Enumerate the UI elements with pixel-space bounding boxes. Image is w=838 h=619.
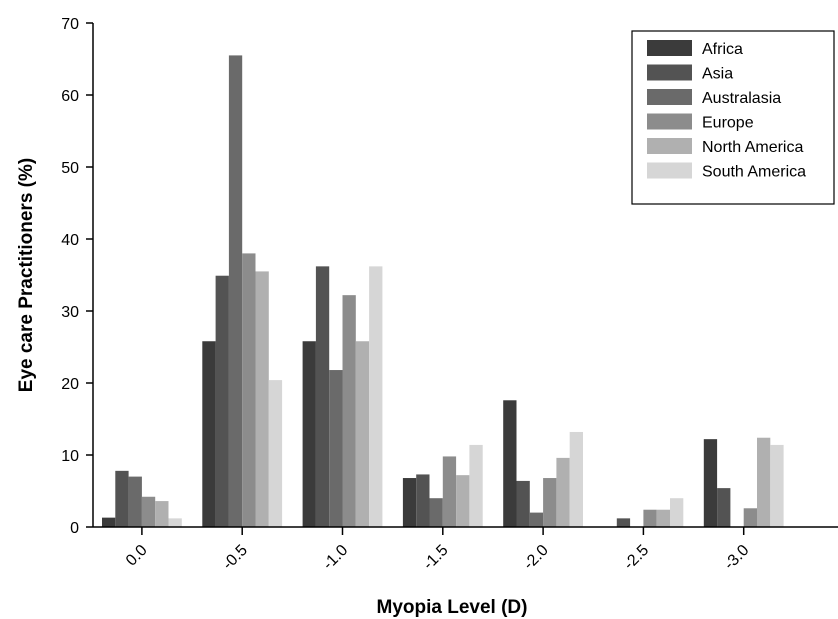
legend-swatch (647, 138, 692, 154)
bar-south-america--2.0 (569, 431, 583, 527)
bars-group (102, 55, 784, 528)
legend-label: North America (702, 139, 803, 156)
bar-europe--0.5 (242, 253, 256, 527)
bar-africa--3.0 (703, 439, 718, 527)
bar-africa-0.0 (102, 517, 116, 527)
bar-asia--2.5 (616, 518, 631, 527)
legend-swatch (647, 113, 692, 130)
x-axis-title: Myopia Level (D) (377, 597, 528, 618)
bar-south-america--2.5 (670, 498, 684, 527)
bar-south-america--0.5 (268, 380, 283, 527)
bar-europe--3.0 (743, 508, 757, 527)
x-tick-label: -2.5 (621, 542, 653, 574)
legend-label: Australasia (702, 90, 781, 107)
legend-swatch (647, 40, 692, 56)
bar-asia-0.0 (115, 470, 129, 527)
bar-europe--2.5 (643, 509, 657, 527)
bar-australasia--1.0 (329, 370, 343, 527)
legend: Africa Asia Australasia Europe North America… (631, 30, 835, 205)
bar-north-america--1.5 (456, 475, 470, 527)
y-tick-label: 10 (61, 448, 79, 465)
y-axis-title: Eye care Practitioners (%) (16, 158, 37, 392)
bar-australasia--0.5 (228, 55, 243, 528)
y-tick-label: 40 (61, 232, 79, 249)
bar-north-america--2.5 (656, 509, 670, 527)
bar-south-america--3.0 (770, 444, 784, 527)
bar-europe--1.0 (342, 295, 356, 527)
y-tick-label: 20 (61, 376, 79, 393)
legend-swatch (647, 64, 692, 81)
bar-australasia--1.5 (429, 498, 443, 527)
legend-swatch (647, 89, 692, 105)
y-tick-label: 60 (61, 88, 79, 105)
y-tick-label: 70 (61, 16, 79, 33)
bar-africa--1.0 (302, 341, 316, 527)
y-axis: 0 10 20 30 40 50 60 70 (61, 16, 94, 537)
bar-asia--1.0 (315, 266, 330, 527)
bar-north-america--3.0 (757, 437, 771, 527)
y-tick-label: 50 (61, 160, 79, 177)
y-tick-label: 0 (70, 520, 79, 537)
x-tick-label: -1.5 (420, 542, 452, 574)
bar-europe--2.0 (543, 478, 557, 527)
bar-australasia--2.0 (529, 512, 544, 527)
legend-label: Asia (702, 66, 733, 83)
bar-south-america--1.0 (369, 266, 383, 527)
legend-label: Europe (702, 115, 754, 132)
x-tick-label: -1.0 (320, 542, 352, 574)
y-tick-label: 30 (61, 304, 79, 321)
bar-africa--0.5 (202, 341, 216, 527)
bar-asia--3.0 (717, 488, 731, 527)
bar-north-america--2.0 (556, 457, 570, 527)
bar-europe--1.5 (442, 456, 457, 527)
bar-north-america-0.0 (155, 501, 169, 527)
x-tick-label: -3.0 (721, 542, 753, 574)
bar-south-america-0.0 (168, 518, 182, 527)
legend-swatch (647, 162, 692, 179)
legend-label: Africa (702, 41, 743, 58)
bar-north-america--0.5 (255, 271, 269, 527)
bar-asia--0.5 (215, 275, 229, 527)
bar-africa--2.0 (503, 400, 517, 527)
bar-south-america--1.5 (469, 444, 483, 527)
legend-label: South America (702, 164, 806, 181)
x-axis: 0.0 -0.5 -1.0 -1.5 -2.0 -2.5 -3.0 (93, 526, 838, 574)
x-tick-label: -2.0 (520, 542, 552, 574)
x-tick-label: -0.5 (220, 542, 252, 574)
bar-asia--1.5 (416, 474, 430, 527)
x-tick-label: 0.0 (123, 542, 151, 570)
bar-europe-0.0 (141, 496, 156, 527)
bar-north-america--1.0 (355, 341, 370, 527)
bar-australasia-0.0 (128, 476, 142, 527)
bar-asia--2.0 (516, 480, 530, 527)
bar-africa--1.5 (402, 478, 417, 527)
